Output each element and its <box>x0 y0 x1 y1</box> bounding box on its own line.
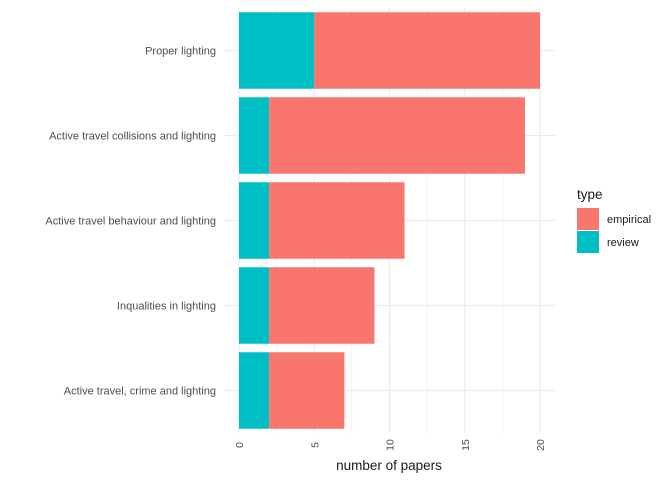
category-labels: Proper lighting Active travel collisions … <box>45 46 216 398</box>
bar-review <box>239 182 270 259</box>
bars <box>239 12 540 429</box>
x-tick-label: 10 <box>385 439 397 451</box>
category-label: Inqualities in lighting <box>117 301 216 313</box>
legend: type empirical review <box>577 187 651 253</box>
bar-empirical <box>269 97 525 174</box>
category-label: Active travel collisions and lighting <box>49 131 216 143</box>
category-label: Proper lighting <box>145 46 216 58</box>
category-label: Active travel behaviour and lighting <box>45 216 216 228</box>
bar-empirical <box>269 352 345 429</box>
x-axis-title: number of papers <box>336 458 442 473</box>
bar-review <box>239 352 270 429</box>
x-tick-label: 0 <box>234 442 246 448</box>
x-tick-label: 15 <box>460 439 472 451</box>
x-tick-label: 20 <box>535 439 547 451</box>
legend-label-empirical: empirical <box>607 214 651 226</box>
bar-empirical <box>269 267 375 344</box>
legend-key-empirical <box>577 208 599 230</box>
bar-empirical <box>314 12 540 89</box>
bar-review <box>239 267 270 344</box>
legend-key-review <box>577 231 599 253</box>
bar-review <box>239 97 270 174</box>
legend-title: type <box>577 187 603 202</box>
x-tick-label: 5 <box>309 442 321 448</box>
x-tick-labels: 0 5 10 15 20 <box>234 439 547 451</box>
bar-empirical <box>269 182 405 259</box>
category-label: Active travel, crime and lighting <box>64 386 216 398</box>
legend-label-review: review <box>607 237 639 249</box>
bar-review <box>239 12 315 89</box>
